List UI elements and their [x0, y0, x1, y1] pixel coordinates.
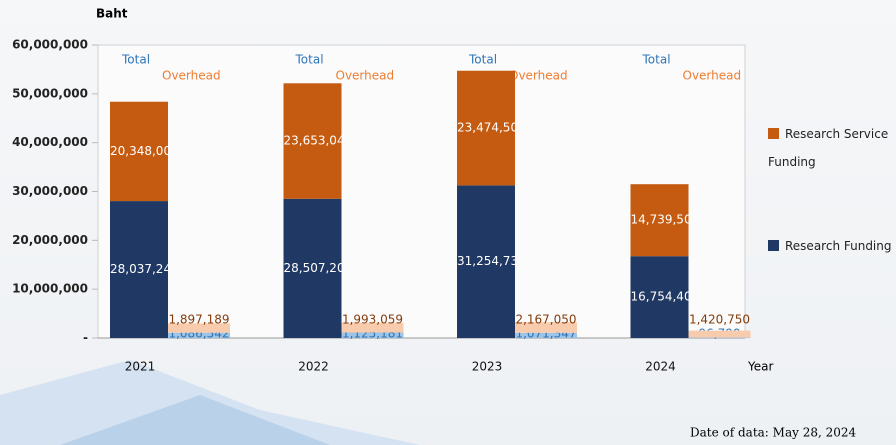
bar-segment [457, 185, 515, 338]
legend-label: Research Funding [785, 239, 892, 253]
group-label: Overhead [683, 69, 742, 83]
group-label: Total [468, 53, 497, 67]
data-label: 31,254,730 [457, 254, 526, 268]
bar-segment [110, 101, 168, 202]
group-label: Total [121, 53, 150, 67]
legend-swatch [768, 128, 779, 139]
x-axis-title: Year [747, 360, 773, 374]
legend-item: Research Service Funding [768, 120, 896, 176]
bar-segment [110, 201, 168, 338]
data-label: 28,037,240 [110, 262, 179, 276]
y-tick-label: 60,000,000 [12, 38, 88, 52]
data-label: 1,897,189 [168, 313, 229, 327]
y-tick-label: 10,000,000 [12, 282, 88, 296]
y-axis-title: Baht [96, 7, 128, 21]
y-tick-label: 40,000,000 [12, 135, 88, 149]
bar-segment [341, 322, 404, 333]
bar-segment [515, 322, 577, 333]
data-label: 1,993,059 [342, 313, 403, 327]
bar-segment [630, 184, 689, 257]
x-tick-label: 2022 [298, 360, 329, 374]
bar-segment [283, 83, 342, 199]
data-label: 1,420,750 [689, 313, 750, 327]
data-label: 23,653,046 [284, 134, 353, 148]
y-tick-label: 30,000,000 [12, 184, 88, 198]
data-label: 28,507,200 [284, 261, 353, 275]
x-tick-label: 2023 [472, 360, 503, 374]
bar-segment [688, 330, 751, 338]
y-tick-label: 20,000,000 [12, 233, 88, 247]
legend-label: Research Service Funding [768, 127, 889, 169]
footnote: Date of data: May 28, 2024 [690, 426, 857, 440]
data-label: 20,348,007 [110, 144, 179, 158]
data-label: 14,739,500 [631, 213, 700, 227]
group-label: Overhead [162, 69, 221, 83]
group-label: Total [295, 53, 324, 67]
bar-segment [457, 70, 515, 186]
y-tick-label: - [83, 331, 88, 345]
y-tick-label: 50,000,000 [12, 86, 88, 100]
group-label: Overhead [336, 69, 395, 83]
group-label: Overhead [509, 69, 568, 83]
bar-segment [630, 256, 689, 338]
data-label: 2,167,050 [515, 313, 576, 327]
bar-segment [168, 323, 230, 333]
legend-swatch [768, 240, 779, 251]
group-label: Total [642, 53, 671, 67]
legend-item: Research Funding [768, 232, 896, 260]
bar-segment [341, 332, 404, 338]
bar-segment [515, 332, 577, 338]
data-label: 16,754,400 [631, 290, 700, 304]
data-label: 23,474,500 [457, 121, 526, 135]
decoration [60, 395, 330, 445]
bar-segment [168, 332, 230, 338]
x-tick-label: 2021 [125, 360, 156, 374]
x-tick-label: 2024 [645, 360, 676, 374]
bar-segment [283, 198, 342, 338]
